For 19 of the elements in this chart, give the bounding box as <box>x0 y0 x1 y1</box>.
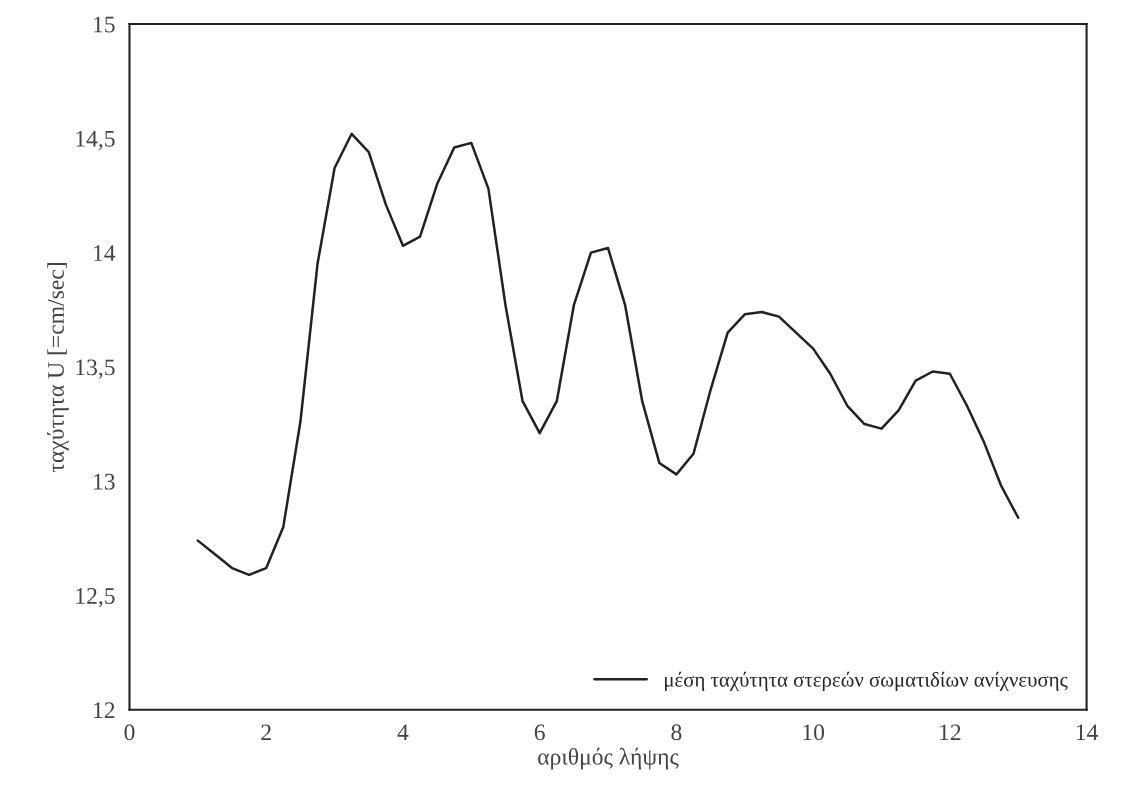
line-series <box>196 132 1020 577</box>
y-tick-label: 12 <box>94 702 115 718</box>
y-tick-label: 13,5 <box>76 359 115 379</box>
x-tick-label: 12 <box>940 724 961 741</box>
x-tick-label: 2 <box>261 724 271 741</box>
y-tick-label: 15 <box>94 16 115 33</box>
y-axis-title: ταχύτητα U [=cm/sec] <box>47 263 69 472</box>
y-tick-label: 14 <box>94 245 116 261</box>
x-tick-label: 14 <box>1076 724 1099 741</box>
y-tick-label: 14,5 <box>76 130 115 151</box>
x-tick-label: 4 <box>397 724 409 741</box>
x-tick-label: 0 <box>124 724 135 741</box>
y-tick-label: 13 <box>94 473 115 490</box>
x-tick-label: 10 <box>803 724 825 741</box>
x-axis-title: αριθμός λήψης <box>538 747 679 770</box>
legend-label: μέση ταχύτητα στερεών σωματιδίων ανίχνευσης <box>665 671 1068 692</box>
y-tick-label: 12,5 <box>76 588 115 608</box>
x-tick-label: 8 <box>671 724 682 741</box>
x-tick-label: 6 <box>534 724 545 741</box>
